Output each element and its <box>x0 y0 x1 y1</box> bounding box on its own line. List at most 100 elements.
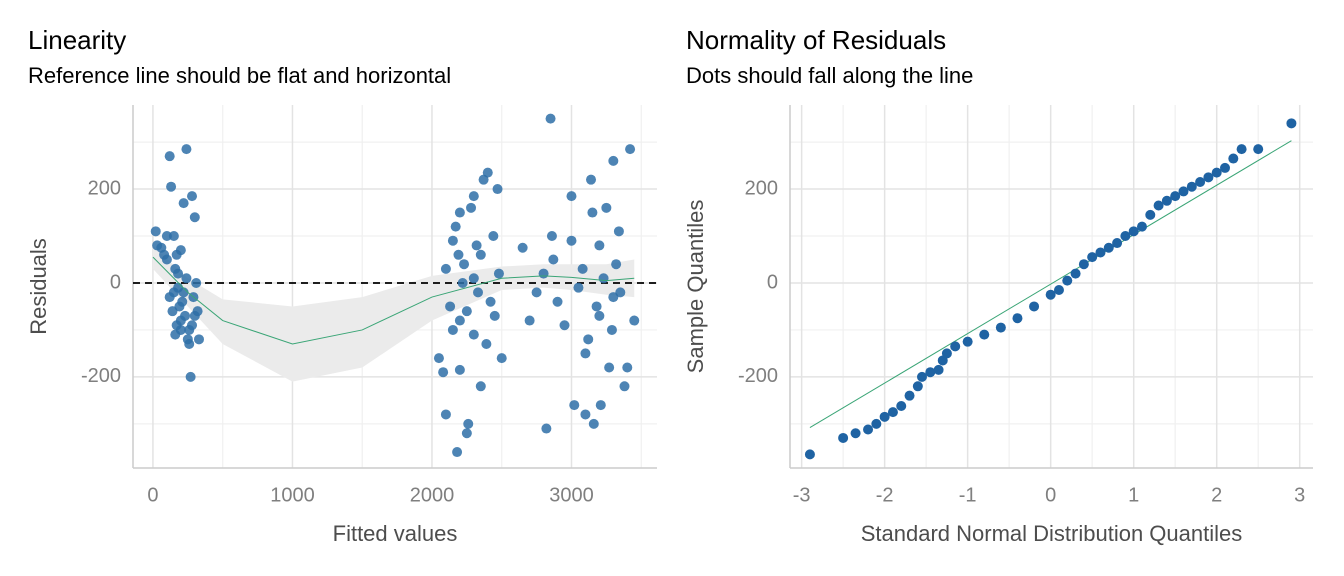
data-point <box>173 268 184 279</box>
data-point <box>594 310 605 321</box>
data-point <box>488 231 499 242</box>
data-point <box>184 339 195 350</box>
data-point <box>941 348 952 359</box>
data-point <box>1211 167 1222 178</box>
data-point <box>450 221 461 232</box>
data-point <box>445 301 456 312</box>
data-point <box>962 336 973 347</box>
data-point <box>1095 247 1106 258</box>
data-point <box>896 401 907 412</box>
data-point <box>181 273 192 284</box>
data-point <box>1228 153 1239 164</box>
data-point <box>569 400 580 411</box>
data-point <box>485 296 496 307</box>
data-point <box>1145 209 1156 220</box>
data-point <box>473 287 484 298</box>
data-point <box>164 292 175 303</box>
data-point <box>871 418 882 429</box>
data-point <box>466 202 477 213</box>
data-point <box>1153 200 1164 211</box>
data-point <box>1286 118 1297 129</box>
data-point <box>545 113 556 124</box>
data-point <box>452 447 463 458</box>
data-point <box>517 242 528 253</box>
data-point <box>178 287 189 298</box>
data-point <box>175 245 186 256</box>
data-point <box>979 329 990 340</box>
x-tick-label: -1 <box>959 484 977 506</box>
data-point <box>606 324 617 335</box>
data-point <box>447 235 458 246</box>
y-tick-label: 0 <box>767 271 778 293</box>
data-point <box>168 231 179 242</box>
data-point <box>577 263 588 274</box>
y-tick-label: 200 <box>88 177 121 199</box>
data-point <box>468 191 479 202</box>
data-point <box>804 449 815 460</box>
data-point <box>595 400 606 411</box>
data-point <box>950 341 961 352</box>
data-point <box>531 287 542 298</box>
data-point <box>1053 285 1064 296</box>
data-point <box>850 428 861 439</box>
data-point <box>552 296 563 307</box>
data-point <box>586 174 597 185</box>
x-tick-label: 1 <box>1128 484 1139 506</box>
x-tick-label: 3000 <box>549 484 594 506</box>
data-point <box>170 329 181 340</box>
data-point <box>1078 259 1089 270</box>
data-point <box>904 390 915 401</box>
data-point <box>191 277 202 288</box>
data-point <box>193 334 204 345</box>
data-point <box>591 301 602 312</box>
data-point <box>538 268 549 279</box>
x-tick-label: 1000 <box>270 484 315 506</box>
data-point <box>461 428 472 439</box>
data-point <box>1062 275 1073 286</box>
panel-title: Linearity <box>28 25 126 55</box>
data-point <box>1045 289 1056 300</box>
data-point <box>468 329 479 340</box>
data-point <box>604 362 615 373</box>
data-point <box>608 155 619 166</box>
x-axis-title: Standard Normal Distribution Quantiles <box>861 521 1243 546</box>
data-point <box>438 367 449 378</box>
data-point <box>838 432 849 443</box>
data-point <box>925 367 936 378</box>
data-point <box>447 324 458 335</box>
data-point <box>588 418 599 429</box>
data-point <box>492 184 503 195</box>
data-point <box>496 353 507 364</box>
data-point <box>1087 252 1098 263</box>
data-point <box>1195 177 1206 188</box>
data-point <box>433 353 444 364</box>
data-point <box>1170 191 1181 202</box>
y-tick-label: -200 <box>81 365 121 387</box>
data-point <box>482 167 493 178</box>
data-point <box>440 409 451 420</box>
data-point <box>468 273 479 284</box>
data-point <box>178 198 189 209</box>
data-point <box>1120 231 1131 242</box>
data-point <box>1186 181 1197 192</box>
data-point <box>463 418 474 429</box>
y-tick-label: -200 <box>738 365 778 387</box>
data-point <box>598 273 609 284</box>
data-point <box>164 151 175 162</box>
x-tick-label: 3 <box>1294 484 1305 506</box>
y-axis-title: Residuals <box>26 238 51 335</box>
data-point <box>1128 226 1139 237</box>
data-point <box>1112 238 1123 249</box>
y-tick-label: 0 <box>110 271 121 293</box>
data-point <box>566 191 577 202</box>
data-point <box>180 310 191 321</box>
y-axis-title: Sample Quantiles <box>683 200 708 374</box>
data-point <box>580 348 591 359</box>
data-point <box>453 249 464 260</box>
data-point <box>489 310 500 321</box>
data-point <box>454 315 465 326</box>
x-tick-label: -2 <box>876 484 894 506</box>
data-point <box>166 181 177 192</box>
data-point <box>580 409 591 420</box>
